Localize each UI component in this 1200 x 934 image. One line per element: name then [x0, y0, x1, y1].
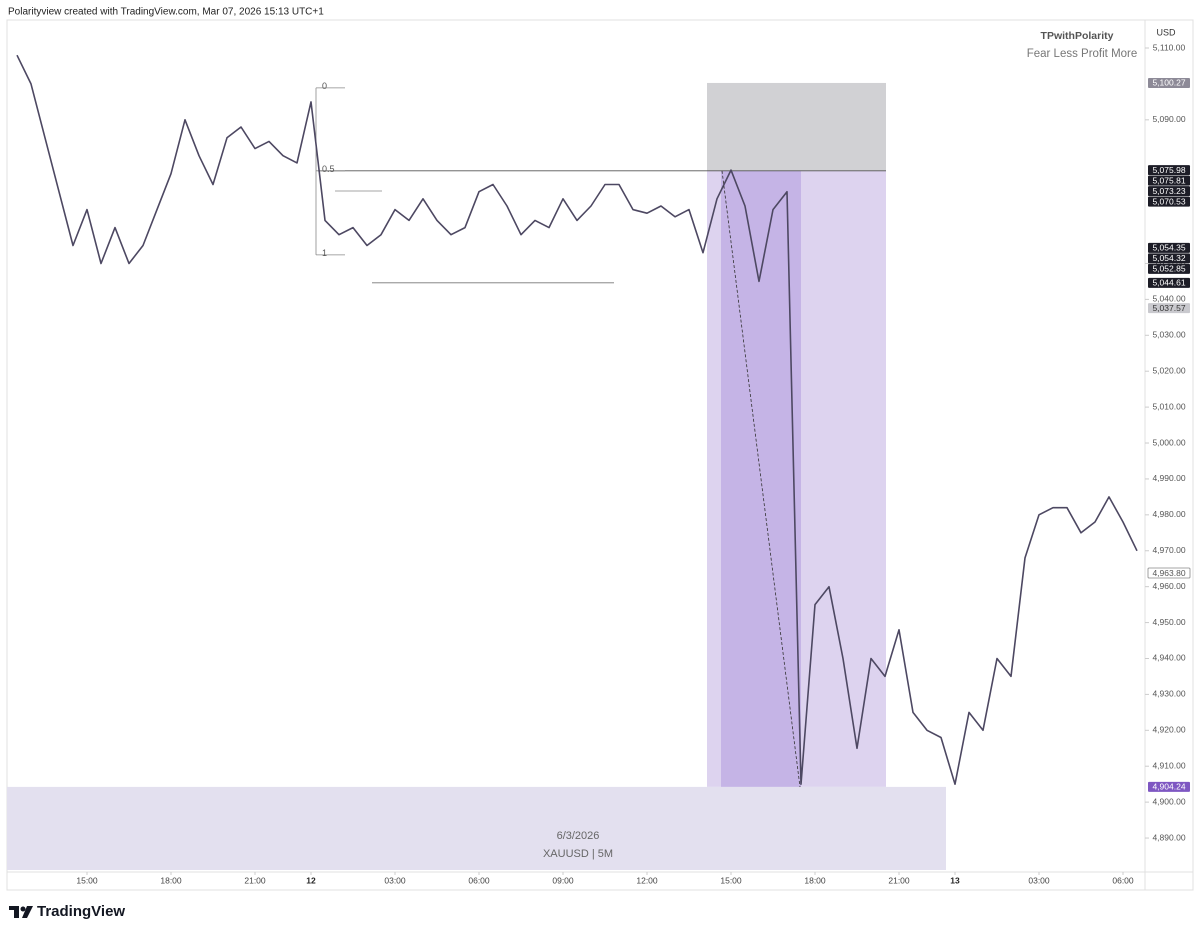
price-badge [1148, 277, 1190, 288]
plot-frame [6, 19, 1194, 891]
x-tick-label: 21:00 [888, 875, 910, 885]
price-badge-label: 4,904.24 [1152, 782, 1185, 792]
y-tick-label: 5,030.00 [1152, 330, 1185, 340]
price-badge [1148, 303, 1190, 314]
price-badge [1148, 196, 1190, 207]
price-badge-label: 5,044.61 [1152, 278, 1185, 288]
fib-label: 1 [322, 248, 327, 258]
x-tick-label: 21:00 [244, 875, 266, 885]
watermark-author: TPwithPolarity [1041, 30, 1114, 42]
y-tick-label: 4,990.00 [1152, 473, 1185, 483]
price-badge-label: 5,075.98 [1152, 165, 1185, 175]
y-tick-label: 4,970.00 [1152, 545, 1185, 555]
x-tick-label: 18:00 [160, 875, 182, 885]
y-tick-label: 4,890.00 [1152, 832, 1185, 842]
x-tick-label: 18:00 [804, 875, 826, 885]
brand-logo: TradingView [9, 903, 125, 920]
price-badge [1148, 165, 1190, 176]
y-tick-label: 4,940.00 [1152, 653, 1185, 663]
watermark-symbol: XAUUSD | 5M [543, 848, 613, 860]
y-tick-label: 4,930.00 [1152, 689, 1185, 699]
y-tick-label: 5,010.00 [1152, 401, 1185, 411]
x-tick-label: 03:00 [1028, 875, 1050, 885]
y-tick-label: 5,090.00 [1152, 114, 1185, 124]
x-tick-label: 09:00 [552, 875, 574, 885]
fib-label: 0 [322, 81, 327, 91]
price-badge [1148, 263, 1190, 274]
price-badge-label: 5,070.53 [1152, 196, 1185, 206]
price-badge-label: 5,075.81 [1152, 175, 1185, 185]
price-badge-label: 5,037.57 [1152, 303, 1185, 313]
foreground-layer: 5,110.005,090.005,050.005,040.005,030.00… [16, 42, 1191, 885]
background-layer: 6/3/2026 XAUUSD | 5M 0 0.5 1 [7, 81, 946, 870]
watermark-date: 6/3/2026 [557, 830, 600, 842]
price-badge [1148, 77, 1190, 88]
stop-zone [707, 82, 886, 171]
watermark-box [7, 786, 946, 870]
price-badge [1148, 253, 1190, 264]
x-tick-label: 06:00 [468, 875, 490, 885]
price-badge [1148, 186, 1190, 197]
x-tick-label: 06:00 [1112, 875, 1134, 885]
x-tick-label: 15:00 [720, 875, 742, 885]
fib-label: 0.5 [322, 164, 335, 174]
y-tick-label: 4,980.00 [1152, 509, 1185, 519]
price-badge [1147, 567, 1191, 579]
x-tick-label: 12:00 [636, 875, 658, 885]
y-tick-label: 5,000.00 [1152, 437, 1185, 447]
currency: USD [1156, 27, 1176, 37]
trade-path [721, 170, 801, 787]
y-tick-label: 4,910.00 [1152, 760, 1185, 770]
y-tick-label: 4,950.00 [1152, 617, 1185, 627]
y-tick-label: 5,020.00 [1152, 365, 1185, 375]
y-tick-label: 5,110.00 [1153, 42, 1186, 52]
price-badge [1148, 175, 1190, 186]
x-tick-label: 03:00 [384, 875, 406, 885]
price-badge-label: 5,054.35 [1152, 243, 1185, 253]
price-badge-label: 5,054.32 [1152, 253, 1185, 263]
price-badge-label: 5,052.85 [1152, 264, 1185, 274]
y-tick-label: 4,900.00 [1152, 796, 1185, 806]
x-tick-label: 13 [950, 875, 960, 885]
x-tick-label: 12 [306, 875, 316, 885]
price-line [16, 54, 1138, 785]
y-tick-label: 5,040.00 [1152, 294, 1185, 304]
price-badge-label: 5,100.27 [1152, 78, 1185, 88]
price-badge [1148, 781, 1190, 792]
brand: TradingView [37, 903, 125, 920]
y-tick-label: 4,920.00 [1152, 725, 1185, 735]
price-badge [1148, 242, 1190, 253]
price-badge-label: 4,963.80 [1152, 568, 1185, 578]
watermark-tagline: Fear Less Profit More [1027, 48, 1138, 60]
y-tick-label: 4,960.00 [1152, 581, 1185, 591]
credit: Polarityview created with TradingView.co… [8, 7, 324, 18]
price-badge-label: 5,073.23 [1152, 186, 1185, 196]
x-tick-label: 15:00 [76, 875, 98, 885]
